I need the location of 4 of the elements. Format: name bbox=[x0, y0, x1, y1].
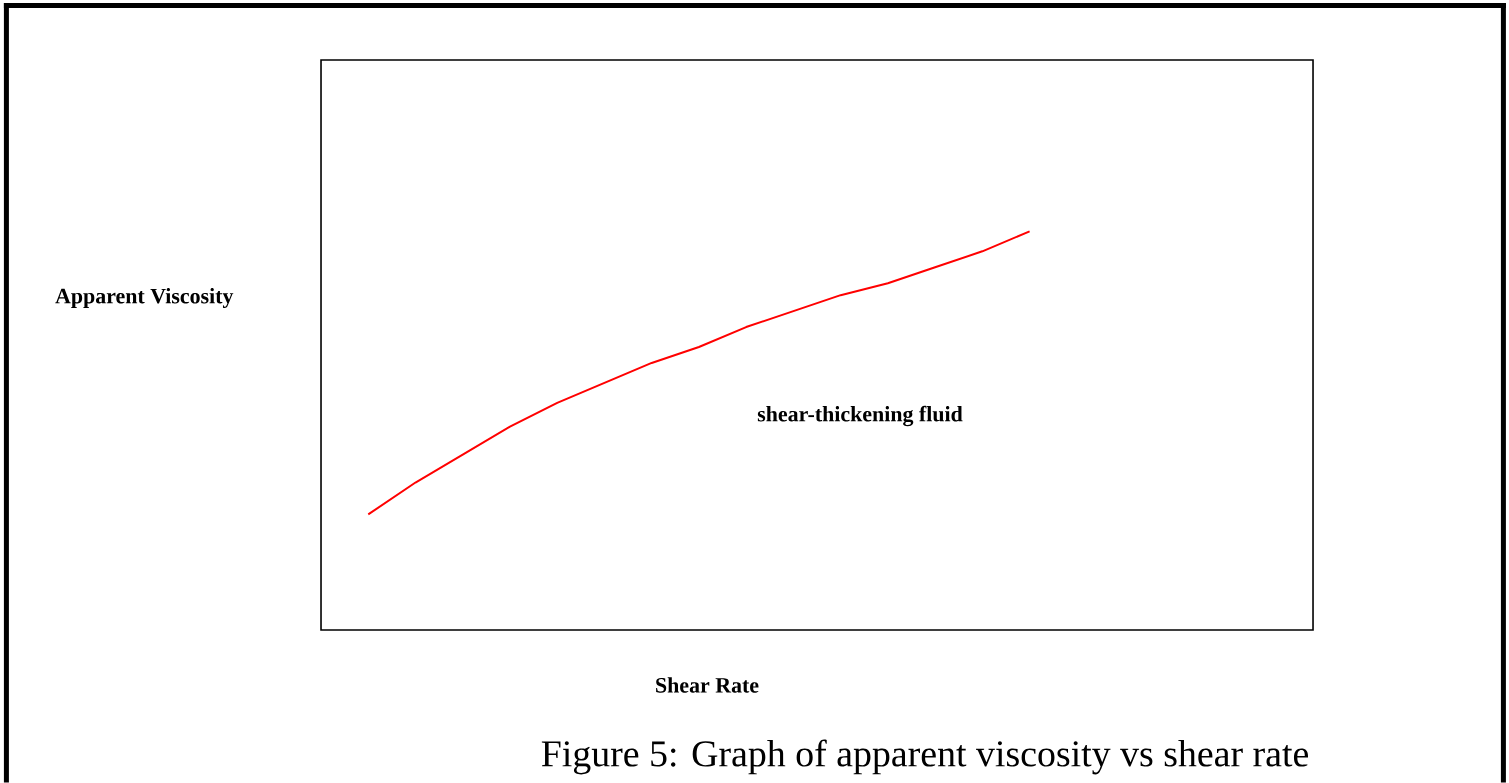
annotation: shear-thickening fluid bbox=[757, 405, 963, 427]
y-axis-title: Apparent Viscosity bbox=[55, 288, 234, 308]
caption: Figure 5: Graph of apparent viscosity vs shear rate bbox=[541, 739, 1308, 775]
x-axis-title: Shear Rate bbox=[656, 677, 759, 693]
